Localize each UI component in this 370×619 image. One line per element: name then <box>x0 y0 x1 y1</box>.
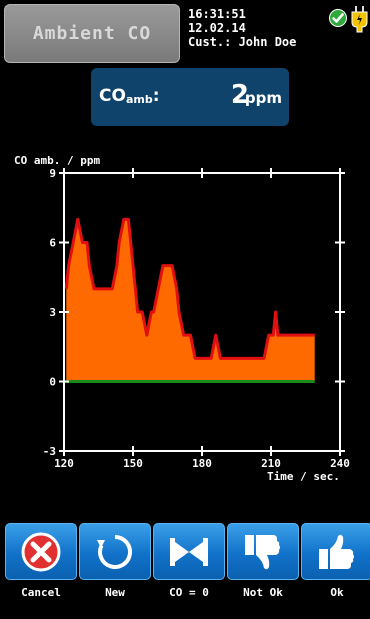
x-tick-label: 150 <box>123 457 143 470</box>
new-button-label: New <box>105 586 125 599</box>
y-tick-label: 6 <box>49 237 56 250</box>
check-icon <box>329 9 347 27</box>
y-tick-label: -3 <box>43 445 56 458</box>
header-date: 12.02.14 <box>188 21 246 35</box>
thumbs-down-icon <box>245 534 280 569</box>
ok-button[interactable] <box>301 523 370 580</box>
y-tick-label: 3 <box>49 306 56 319</box>
header-customer: Cust.: John Doe <box>188 35 297 49</box>
cancel-button-label: Cancel <box>21 586 61 599</box>
chart-series-line <box>64 217 315 360</box>
plug-icon <box>351 6 368 33</box>
x-tick-label: 180 <box>192 457 212 470</box>
mode-title: Ambient CO <box>32 23 152 44</box>
reading-label: COamb: <box>99 86 160 106</box>
ok-button-label: Ok <box>330 586 344 599</box>
header-time: 16:31:51 <box>188 7 246 21</box>
cancel-icon <box>21 532 61 571</box>
co-chart: -3 0 3 6 9 120 150 180 210 240 <box>43 167 350 470</box>
thumbs-up-icon <box>319 534 354 569</box>
mode-title-box: Ambient CO <box>4 4 180 63</box>
cancel-button[interactable] <box>5 523 77 580</box>
co-zero-button-label: CO = 0 <box>169 586 209 599</box>
refresh-icon <box>97 534 132 569</box>
zero-valve-icon <box>170 537 208 566</box>
chart-area <box>66 219 315 382</box>
x-tick-label: 210 <box>261 457 281 470</box>
not-ok-button[interactable] <box>227 523 299 580</box>
reading-value: 2 <box>230 80 249 110</box>
chart-title: CO amb. / ppm <box>14 154 101 167</box>
header-info: 16:31:51 12.02.14 Cust.: John Doe <box>188 7 296 49</box>
co-zero-button[interactable] <box>153 523 225 580</box>
button-bar: Cancel New CO = 0 Not Ok Ok <box>0 523 370 619</box>
not-ok-button-label: Not Ok <box>243 586 283 599</box>
co-reading-panel: COamb: 2 ppm <box>91 68 289 126</box>
x-tick-label: 120 <box>54 457 74 470</box>
reading-unit: ppm <box>244 89 282 107</box>
x-tick-label: 240 <box>330 457 350 470</box>
y-tick-label: 0 <box>49 376 56 389</box>
chart-xlabel: Time / sec. <box>267 470 340 483</box>
new-button[interactable] <box>79 523 151 580</box>
y-tick-label: 9 <box>49 167 56 180</box>
